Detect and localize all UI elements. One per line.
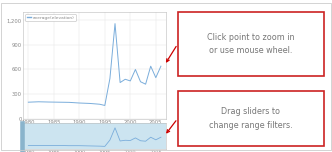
Text: Click point to zoom in
or use mouse wheel.: Click point to zoom in or use mouse whee… (207, 33, 294, 55)
Bar (20, 121, 24, 152)
FancyBboxPatch shape (178, 91, 324, 146)
Legend: average(elevation): average(elevation) (26, 14, 76, 21)
FancyBboxPatch shape (178, 12, 324, 76)
Text: Drag sliders to
change range filters.: Drag sliders to change range filters. (209, 107, 292, 130)
